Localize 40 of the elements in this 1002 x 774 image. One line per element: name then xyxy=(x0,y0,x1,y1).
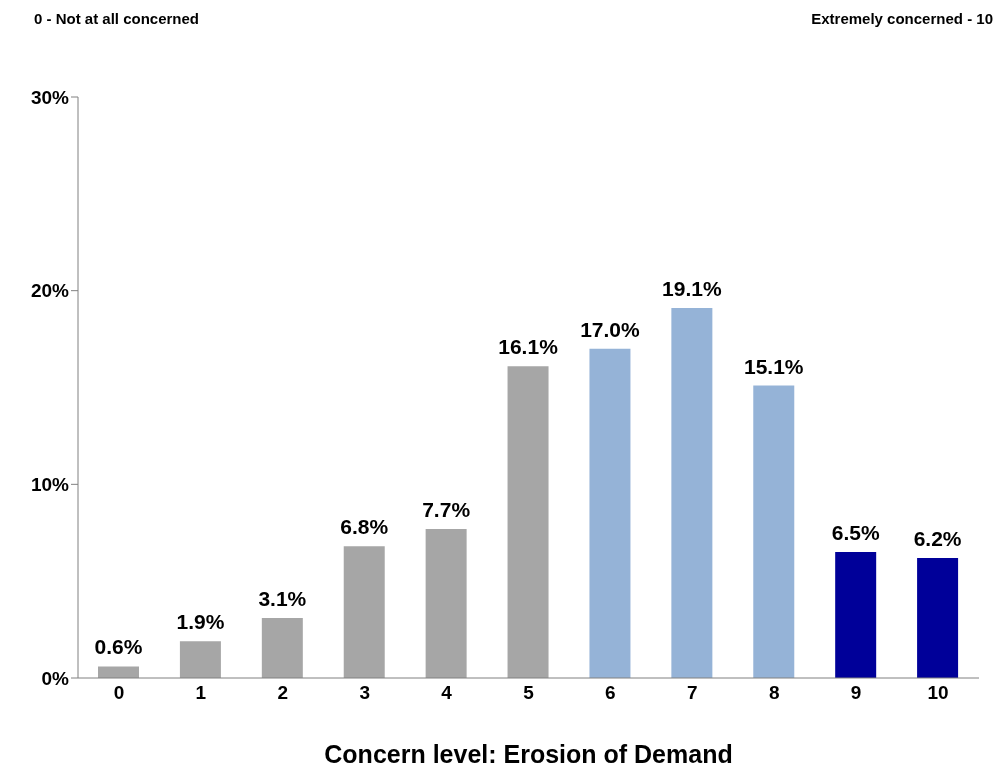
x-tick-label: 7 xyxy=(687,682,698,704)
x-tick-label: 9 xyxy=(850,682,862,704)
data-label: 1.9% xyxy=(176,610,225,634)
x-tick-label: 5 xyxy=(523,682,535,704)
bar xyxy=(507,366,549,678)
data-label: 6.2% xyxy=(913,526,962,550)
x-tick-label: 10 xyxy=(927,682,949,704)
data-label: 6.8% xyxy=(340,515,389,539)
y-tick-label: 30% xyxy=(30,86,70,108)
x-axis-title: Concern level: Erosion of Demand xyxy=(323,740,734,769)
data-label: 7.7% xyxy=(422,497,471,521)
y-tick-label: 0% xyxy=(41,667,70,689)
bar xyxy=(753,385,795,678)
bar xyxy=(98,666,139,678)
bar xyxy=(589,348,631,678)
x-tick-label: 4 xyxy=(441,682,453,704)
bar xyxy=(179,641,221,678)
bar xyxy=(425,528,467,678)
x-tick-label: 3 xyxy=(359,682,370,704)
data-label: 3.1% xyxy=(258,586,307,610)
x-tick-label: 0 xyxy=(113,682,125,704)
y-tick-label: 20% xyxy=(30,280,70,302)
bar xyxy=(261,617,303,678)
data-label: 6.5% xyxy=(831,521,880,545)
bar xyxy=(343,546,385,678)
data-label: 0.6% xyxy=(94,635,143,659)
x-tick-label: 8 xyxy=(768,682,780,704)
data-label: 17.0% xyxy=(580,317,641,341)
x-tick-label: 6 xyxy=(605,682,616,704)
bar xyxy=(835,552,877,678)
data-label: 15.1% xyxy=(744,354,804,378)
bar xyxy=(671,308,713,678)
data-label: 19.1% xyxy=(662,277,722,301)
y-tick-label: 10% xyxy=(30,474,70,496)
x-tick-label: 1 xyxy=(195,682,207,704)
text: 0 - Not at all concerned xyxy=(34,10,200,27)
bar xyxy=(917,557,959,678)
data-label: 16.1% xyxy=(498,335,559,359)
text: Extremely concerned - 10 xyxy=(811,10,993,27)
x-tick-label: 2 xyxy=(277,682,289,704)
